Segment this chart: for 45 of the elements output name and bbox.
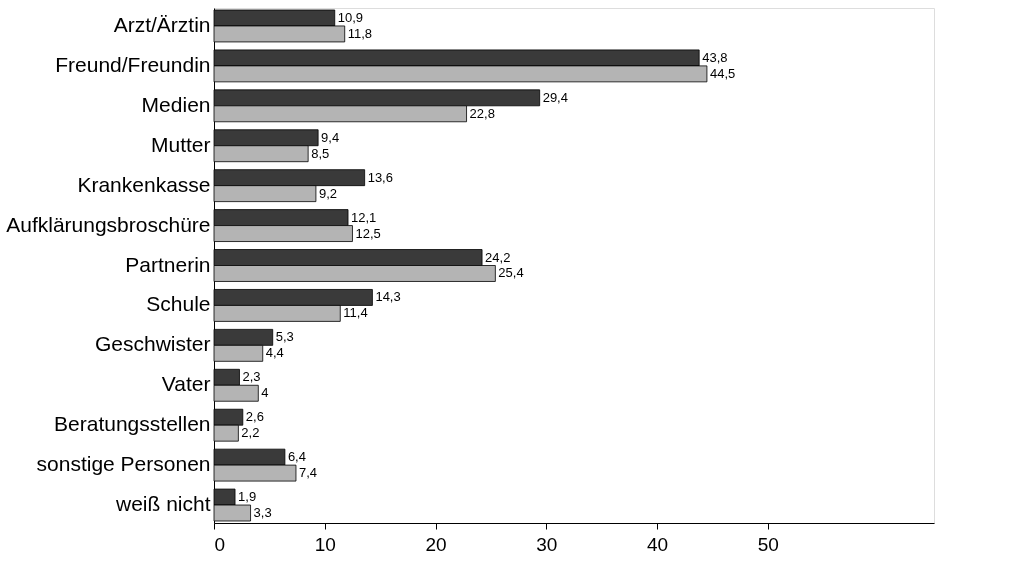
- data-label: 14,3: [375, 289, 401, 305]
- data-label: 12,5: [355, 225, 381, 241]
- data-label: 11,8: [347, 25, 373, 41]
- data-label: 4: [261, 385, 269, 401]
- data-label: 24,2: [485, 249, 511, 265]
- y-tick-label: Beratungsstellen: [54, 412, 211, 436]
- y-tick-label: Freund/Freundin: [55, 52, 211, 76]
- x-tick-label: 10: [314, 533, 336, 555]
- y-tick-label: sonstige Personen: [36, 452, 211, 476]
- y-tick-label: Vater: [161, 372, 211, 396]
- data-label: 3,3: [253, 505, 272, 521]
- data-label: 25,4: [498, 265, 524, 281]
- data-label: 22,8: [469, 105, 495, 121]
- data-label: 43,8: [702, 49, 728, 65]
- x-tick-label: 50: [757, 533, 779, 555]
- y-tick-label: Arzt/Ärztin: [113, 12, 211, 36]
- data-label: 7,4: [298, 465, 318, 481]
- data-label: 10,9: [337, 9, 364, 25]
- x-tick-label: 30: [536, 533, 558, 555]
- data-label: 5,3: [275, 329, 294, 345]
- data-label: 9,4: [321, 129, 340, 145]
- data-label: 8,5: [311, 145, 330, 161]
- x-tick-label: 20: [425, 533, 447, 555]
- x-tick-label: 0: [214, 533, 226, 555]
- data-label: 12,1: [351, 209, 377, 225]
- data-label: 11,4: [343, 305, 368, 321]
- y-tick-label: Aufklärungsbroschüre: [6, 212, 211, 236]
- y-tick-label: Schule: [146, 292, 211, 316]
- data-label: 2,2: [241, 425, 260, 441]
- y-tick-label: Geschwister: [94, 332, 211, 356]
- data-label: 6,4: [287, 449, 306, 465]
- data-label: 2,6: [245, 409, 264, 425]
- y-tick-label: weiß nicht: [114, 492, 211, 516]
- x-tick-label: 40: [647, 533, 669, 555]
- y-tick-label: Mutter: [150, 132, 211, 156]
- y-tick-label: Partnerin: [125, 252, 211, 276]
- data-label: 2,3: [242, 369, 261, 385]
- data-label: 29,4: [542, 89, 568, 105]
- data-label: 9,2: [318, 185, 337, 201]
- y-tick-label: Krankenkasse: [77, 172, 211, 196]
- y-tick-label: Medien: [141, 92, 211, 116]
- data-label: 1,9: [238, 489, 257, 505]
- data-label: 13,6: [367, 169, 393, 185]
- data-label: 44,5: [709, 65, 736, 81]
- data-label: 4,4: [265, 345, 284, 361]
